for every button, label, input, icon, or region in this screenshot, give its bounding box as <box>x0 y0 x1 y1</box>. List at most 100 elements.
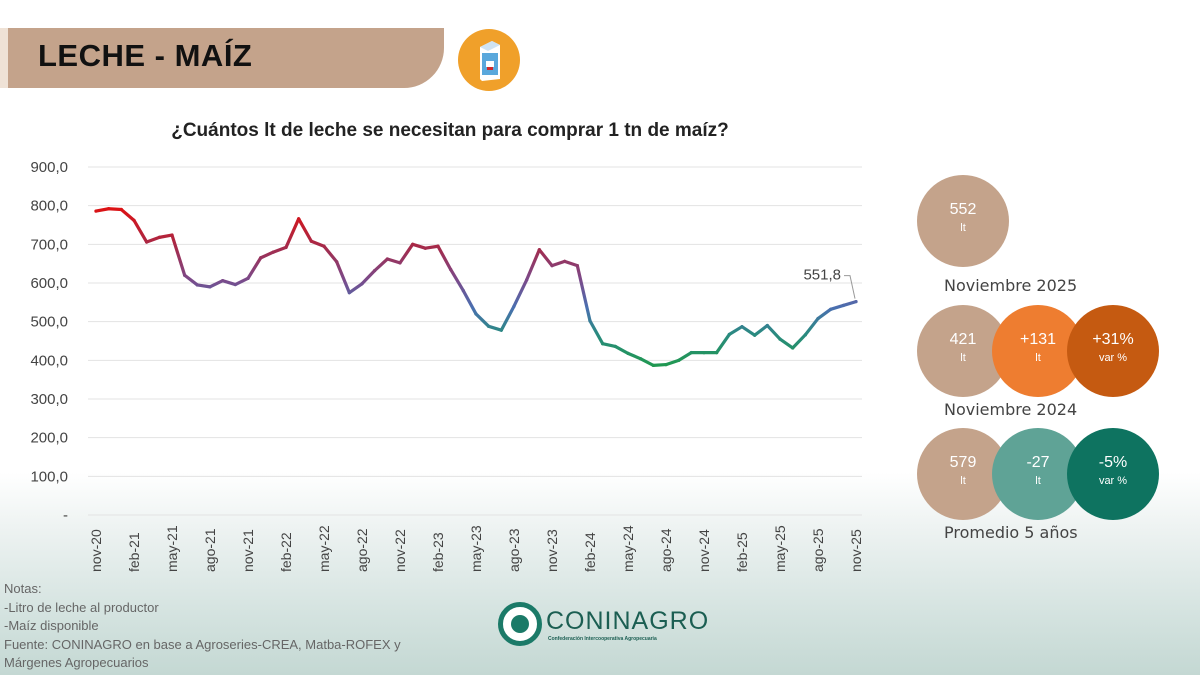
line-segment <box>753 323 769 337</box>
y-tick-label: 500,0 <box>30 314 68 331</box>
line-segment <box>208 279 225 289</box>
line-segment <box>651 362 668 367</box>
line-segment <box>423 244 440 250</box>
x-tick-label: feb-22 <box>278 532 294 572</box>
line-segment <box>664 358 681 367</box>
line-segment <box>677 351 693 362</box>
line-segment <box>727 325 744 337</box>
data-point <box>765 323 769 328</box>
note-line: Márgenes Agropecuarios <box>4 655 149 670</box>
x-tick-label: nov-20 <box>88 529 104 572</box>
x-tick-label: ago-25 <box>810 528 826 572</box>
annotation-leader <box>844 275 856 299</box>
line-segment <box>765 323 782 341</box>
summary-circle: +31% var % <box>1067 305 1159 397</box>
data-point <box>499 328 503 332</box>
last-value-label: 551,8 <box>803 267 841 284</box>
data-point <box>195 283 199 287</box>
summary-value: +31% <box>1092 331 1134 348</box>
page-title: LECHE - MAÍZ <box>38 38 253 73</box>
x-tick-label: may-23 <box>468 525 484 572</box>
data-point <box>436 244 440 248</box>
data-point <box>550 264 554 268</box>
line-chart: - 100,0 200,0 300,0 400,0 500,0 600,0 700,0 800,… <box>30 159 864 572</box>
summary-circle: -5% var % <box>1067 428 1159 520</box>
data-point <box>347 291 351 295</box>
line-segment <box>449 267 465 293</box>
data-point <box>639 357 643 361</box>
line-segment <box>715 332 731 355</box>
line-segment <box>411 242 427 250</box>
x-tick-label: feb-21 <box>126 532 142 572</box>
data-point <box>689 351 693 355</box>
line-segment <box>461 289 478 316</box>
x-tick-label: feb-23 <box>430 532 446 572</box>
note-line: -Litro de leche al productor <box>4 599 159 615</box>
line-segment <box>512 278 529 308</box>
x-tick-label: ago-21 <box>202 528 218 572</box>
data-point <box>145 240 149 244</box>
banner-edge <box>0 28 8 88</box>
summary-value: 579 <box>949 454 977 471</box>
line-segment <box>575 264 592 323</box>
notes: Notas: -Litro de leche al productor -Maí… <box>4 580 401 673</box>
line-segment <box>132 218 149 244</box>
line-segment <box>499 304 516 332</box>
line-segment <box>157 233 174 239</box>
coninagro-logo-icon <box>498 602 542 646</box>
line-segment <box>563 259 579 268</box>
data-point <box>841 303 845 308</box>
data-point <box>487 324 491 328</box>
summary-value: 421 <box>949 331 977 348</box>
data-point <box>170 233 174 237</box>
line-segment <box>284 217 301 250</box>
data-point <box>753 333 757 337</box>
x-tick-label: nov-23 <box>544 529 560 572</box>
x-tick-label: nov-21 <box>240 529 256 572</box>
line-segment <box>107 207 123 212</box>
line-segment <box>639 357 655 367</box>
data-point <box>601 342 605 346</box>
summary-unit: lt <box>960 475 966 487</box>
summary-caption: Noviembre 2024 <box>944 400 1078 419</box>
data-point <box>259 256 263 260</box>
y-tick-label: 400,0 <box>30 352 68 369</box>
data-point <box>335 260 339 264</box>
data-point <box>322 244 326 248</box>
line-segment <box>588 319 605 346</box>
line-segment <box>385 257 402 265</box>
data-point <box>157 235 161 239</box>
line-segment <box>778 337 795 350</box>
x-tick-label: ago-22 <box>354 528 370 572</box>
data-point <box>411 242 415 246</box>
summary-unit: lt <box>1035 475 1041 487</box>
summary-circle: 552 lt <box>917 175 1009 267</box>
data-point <box>664 362 668 367</box>
data-point <box>132 218 136 222</box>
line-segment <box>221 279 237 287</box>
summary-value: -5% <box>1098 454 1128 471</box>
y-tick-label: 900,0 <box>30 159 68 176</box>
line-segment <box>816 307 833 321</box>
data-point <box>613 344 617 349</box>
line-segment <box>297 217 313 243</box>
data-point <box>854 300 858 304</box>
data-point <box>449 267 453 272</box>
data-point <box>119 207 123 212</box>
line-segment <box>335 260 351 295</box>
data-point <box>651 363 655 367</box>
data-point <box>233 282 237 287</box>
data-point <box>563 259 567 263</box>
data-point <box>829 307 833 311</box>
line-segment <box>373 257 389 273</box>
line-segment <box>601 342 617 349</box>
x-tick-label: feb-25 <box>734 532 750 572</box>
data-point <box>284 245 288 250</box>
notes-title: Notas: <box>4 581 42 596</box>
data-point <box>246 276 250 280</box>
x-tick-label: may-21 <box>164 525 180 572</box>
x-tick-label: ago-24 <box>658 528 674 572</box>
line-segment <box>398 242 415 265</box>
data-point <box>791 346 795 350</box>
x-tick-label: feb-24 <box>582 532 598 572</box>
